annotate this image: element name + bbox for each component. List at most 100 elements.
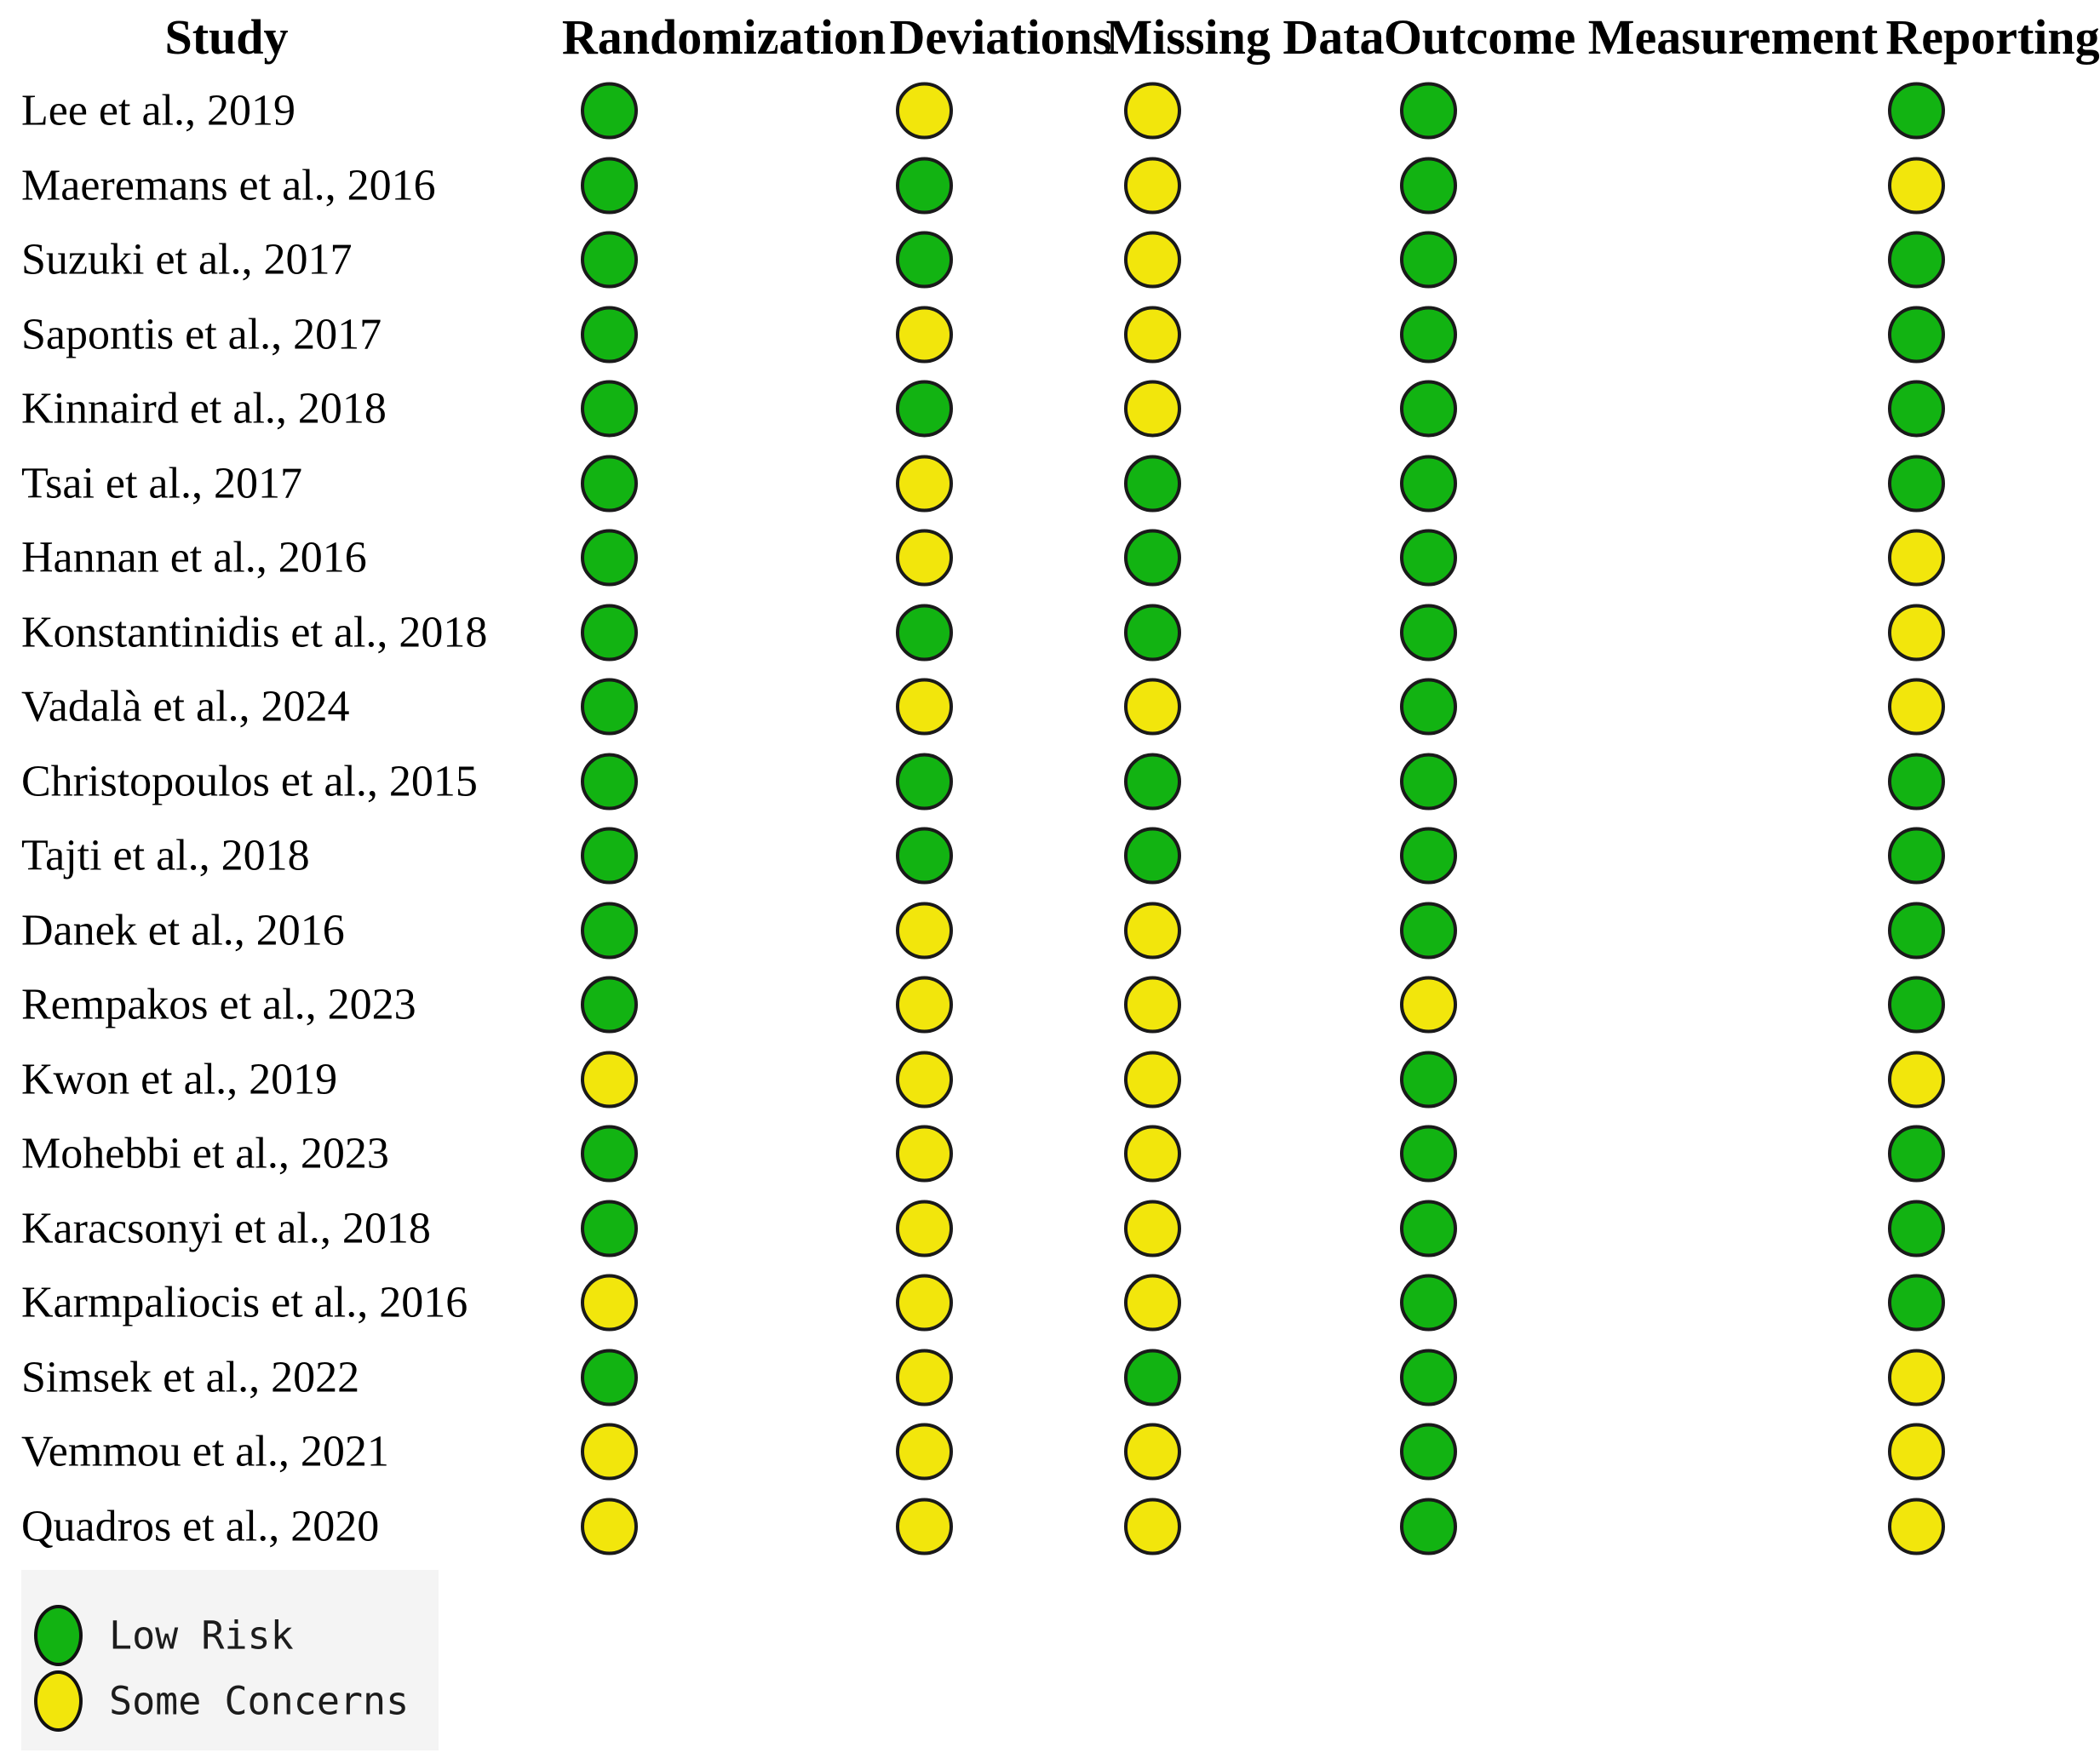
column-header-reporting: Reporting <box>1885 9 2100 65</box>
rating-dot-some <box>1124 380 1181 438</box>
rating-dot-low <box>1124 455 1181 512</box>
rating-dot-some <box>896 1349 953 1406</box>
rating-dot-low <box>581 604 638 661</box>
study-label: Kinnaird et al., 2018 <box>21 384 387 433</box>
study-label: Danek et al., 2016 <box>21 906 345 954</box>
rating-dot-low <box>581 1349 638 1406</box>
rating-dot-low <box>1400 380 1457 438</box>
some-concerns-circle-icon <box>34 1670 83 1732</box>
study-row: Mohebbi et al., 2023 <box>0 1116 2100 1191</box>
rating-dot-low <box>896 753 953 810</box>
rating-dot-low <box>1400 1200 1457 1257</box>
rating-dot-some <box>1124 678 1181 736</box>
study-row: Suzuki et al., 2017 <box>0 222 2100 297</box>
rating-dot-some <box>1888 678 1945 736</box>
rating-dot-some <box>1400 976 1457 1034</box>
rating-dot-low <box>1888 1125 1945 1183</box>
rating-dot-some <box>1124 902 1181 959</box>
rating-dot-some <box>1888 1498 1945 1555</box>
rating-dot-low <box>1124 1349 1181 1406</box>
rating-dot-low <box>1888 455 1945 512</box>
study-row: Christopoulos et al., 2015 <box>0 744 2100 819</box>
rating-dot-some <box>896 678 953 736</box>
legend-item-low-risk: Low Risk <box>21 1604 439 1667</box>
study-row: Maeremans et al., 2016 <box>0 148 2100 223</box>
rating-dot-low <box>581 529 638 587</box>
study-label: Hannan et al., 2016 <box>21 533 367 582</box>
study-row: Vemmou et al., 2021 <box>0 1414 2100 1489</box>
rating-dot-some <box>896 1051 953 1108</box>
rating-dot-some <box>581 1498 638 1555</box>
rating-dot-low <box>1888 306 1945 363</box>
rating-dot-some <box>896 976 953 1034</box>
study-label: Simsek et al., 2022 <box>21 1353 360 1401</box>
study-label: Kwon et al., 2019 <box>21 1055 338 1103</box>
rating-dot-low <box>1400 902 1457 959</box>
rating-dot-low <box>1400 1051 1457 1108</box>
study-row: Rempakos et al., 2023 <box>0 967 2100 1042</box>
study-row: Karmpaliocis et al., 2016 <box>0 1265 2100 1340</box>
study-row: Vadalà et al., 2024 <box>0 669 2100 744</box>
low-risk-circle-icon <box>34 1605 83 1666</box>
rating-dot-low <box>896 231 953 289</box>
rating-dot-some <box>896 1125 953 1183</box>
rating-dot-low <box>1400 529 1457 587</box>
study-row: Lee et al., 2019 <box>0 73 2100 148</box>
rating-dot-some <box>896 1498 953 1555</box>
rating-dot-low <box>581 455 638 512</box>
rating-dot-low <box>1888 231 1945 289</box>
study-label: Vemmou et al., 2021 <box>21 1427 389 1476</box>
legend-label-some-concerns: Some Concerns <box>109 1678 410 1724</box>
rating-dot-some <box>1888 1423 1945 1481</box>
legend: Low Risk Some Concerns <box>21 1570 439 1750</box>
rating-dot-low <box>1400 157 1457 214</box>
study-label: Konstantinidis et al., 2018 <box>21 608 488 656</box>
rating-dot-some <box>1124 1200 1181 1257</box>
rating-dot-low <box>1400 82 1457 140</box>
rating-dot-low <box>1400 1423 1457 1481</box>
legend-item-some-concerns: Some Concerns <box>21 1670 439 1733</box>
rating-dot-some <box>581 1274 638 1332</box>
rating-dot-some <box>1124 82 1181 140</box>
rating-dot-low <box>1400 306 1457 363</box>
rating-dot-low <box>1400 604 1457 661</box>
study-label: Rempakos et al., 2023 <box>21 980 416 1029</box>
rating-dot-some <box>1888 157 1945 214</box>
rating-dot-low <box>581 380 638 438</box>
study-row: Quadros et al., 2020 <box>0 1489 2100 1564</box>
study-row: Tsai et al., 2017 <box>0 446 2100 521</box>
column-header-outcome-measurement: Outcome Measurement <box>1383 9 1879 65</box>
rating-dot-low <box>1124 529 1181 587</box>
rating-dot-low <box>581 678 638 736</box>
study-row: Hannan et al., 2016 <box>0 520 2100 595</box>
rating-dot-low <box>581 1200 638 1257</box>
rating-dot-low <box>581 976 638 1034</box>
study-label: Vadalà et al., 2024 <box>21 682 350 731</box>
rating-dot-some <box>896 529 953 587</box>
rating-dot-low <box>581 231 638 289</box>
rating-dot-low <box>1888 380 1945 438</box>
rating-dot-some <box>1124 1274 1181 1332</box>
study-label: Suzuki et al., 2017 <box>21 235 353 284</box>
rating-dot-some <box>1124 157 1181 214</box>
rating-dot-low <box>581 157 638 214</box>
rating-dot-low <box>1400 678 1457 736</box>
rating-dot-some <box>581 1051 638 1108</box>
rating-dot-some <box>896 455 953 512</box>
rating-dot-low <box>1400 1125 1457 1183</box>
study-row: Kwon et al., 2019 <box>0 1042 2100 1117</box>
rating-dot-low <box>1888 753 1945 810</box>
rating-dot-low <box>581 306 638 363</box>
rating-dot-low <box>581 82 638 140</box>
rating-dot-low <box>1888 82 1945 140</box>
rating-dot-low <box>1400 1498 1457 1555</box>
study-label: Mohebbi et al., 2023 <box>21 1129 389 1178</box>
rating-dot-some <box>1888 1349 1945 1406</box>
rating-dot-some <box>896 902 953 959</box>
study-row: Kinnaird et al., 2018 <box>0 371 2100 446</box>
column-header-deviations: Deviations <box>889 9 1112 65</box>
rating-dot-low <box>1400 231 1457 289</box>
study-row: Konstantinidis et al., 2018 <box>0 595 2100 670</box>
rating-dot-low <box>581 1125 638 1183</box>
